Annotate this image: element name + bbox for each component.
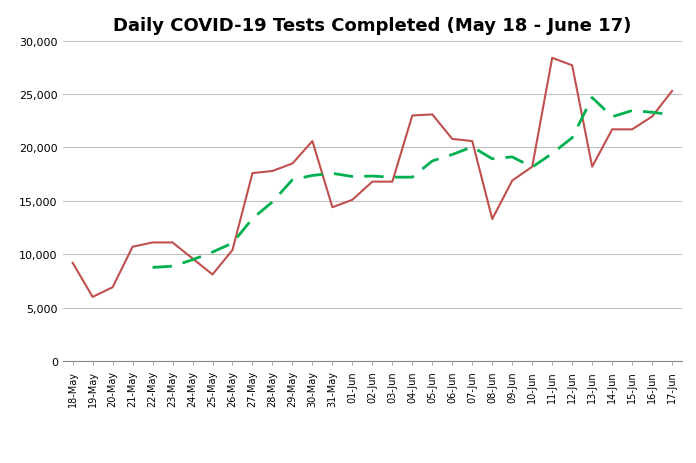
Title: Daily COVID-19 Tests Completed (May 18 - June 17): Daily COVID-19 Tests Completed (May 18 -… (113, 17, 631, 35)
